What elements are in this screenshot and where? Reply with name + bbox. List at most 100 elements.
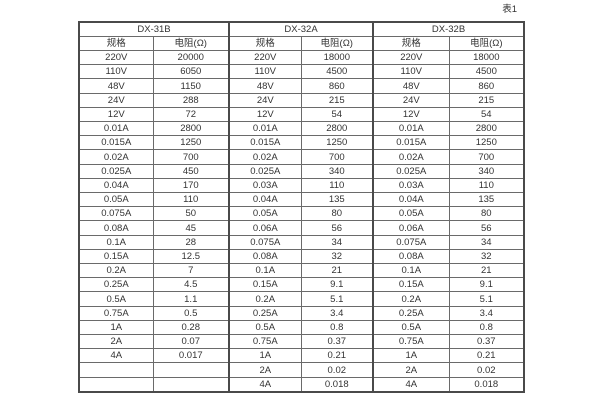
resistance-cell: 9.1 (300, 277, 374, 293)
spec-cell: 0.04A (372, 192, 450, 208)
resistance-cell: 0.37 (448, 334, 525, 350)
table-body: 220V 20000 220V 18000 220V 18000 110V 6050 110V 4… (78, 49, 525, 393)
spec-cell: 0.5A (372, 319, 450, 336)
resistance-cell: 700 (152, 149, 230, 165)
spec-cell: 0.075A (78, 206, 154, 222)
table-row: 110V 6050 110V 4500 110V 4500 (78, 64, 525, 80)
spec-cell: 0.2A (228, 291, 302, 307)
spec-cell: 0.08A (372, 248, 450, 265)
table-row: 4A 0.017 1A 0.21 1A 0.21 (78, 348, 525, 364)
spec-cell: 0.2A (78, 263, 154, 279)
spec-cell: 48V (78, 78, 154, 94)
spec-cell: 110V (372, 64, 450, 80)
table-row: 1A 0.28 0.5A 0.8 0.5A 0.8 (78, 319, 525, 336)
spec-cell: 0.025A (372, 163, 450, 179)
resistance-cell: 0.5 (152, 305, 230, 321)
resistance-cell: 34 (300, 234, 374, 250)
spec-cell: 0.08A (78, 220, 154, 236)
spec-cell: 0.75A (372, 334, 450, 350)
table-row: 2A 0.02 2A 0.02 (78, 362, 525, 378)
spec-cell: 0.03A (228, 177, 302, 194)
resistance-table: DX-31B DX-32A DX-32B 规格 电阻(Ω) 规格 电阻(Ω) 规… (78, 21, 526, 393)
spec-cell: 12V (228, 106, 302, 123)
spec-cell: 0.75A (228, 334, 302, 350)
spec-cell: 110V (228, 64, 302, 80)
group-header-dx32b: DX-32B (372, 21, 525, 37)
spec-cell: 12V (78, 106, 154, 123)
table-row: 4A 0.018 4A 0.018 (78, 376, 525, 393)
table-row: 0.075A 50 0.05A 80 0.05A 80 (78, 206, 525, 222)
resistance-cell: 110 (448, 177, 525, 194)
resistance-cell: 0.8 (448, 319, 525, 336)
table-row: 0.08A 45 0.06A 56 0.06A 56 (78, 220, 525, 236)
resistance-cell: 215 (300, 92, 374, 108)
table-row: 0.5A 1.1 0.2A 5.1 0.2A 5.1 (78, 291, 525, 307)
spec-cell: 0.02A (78, 149, 154, 165)
resistance-header: 电阻(Ω) (448, 36, 525, 51)
resistance-cell: 700 (300, 149, 374, 165)
resistance-cell: 0.02 (300, 362, 374, 378)
spec-cell: 0.01A (372, 121, 450, 137)
spec-cell: 0.1A (228, 263, 302, 279)
spec-header: 规格 (372, 36, 450, 51)
spec-cell: 24V (228, 92, 302, 108)
table-row: 0.02A 700 0.02A 700 0.02A 700 (78, 149, 525, 165)
spec-cell: 24V (372, 92, 450, 108)
resistance-cell (152, 376, 230, 393)
table-row: 48V 1150 48V 860 48V 860 (78, 78, 525, 94)
spec-cell: 0.05A (372, 206, 450, 222)
table-row: 0.05A 110 0.04A 135 0.04A 135 (78, 192, 525, 208)
resistance-cell: 3.4 (300, 305, 374, 321)
table-row: 220V 20000 220V 18000 220V 18000 (78, 49, 525, 66)
resistance-cell: 32 (448, 248, 525, 265)
spec-cell: 0.01A (78, 121, 154, 137)
spec-cell: 0.05A (228, 206, 302, 222)
resistance-cell: 170 (152, 177, 230, 194)
spec-cell: 0.075A (228, 234, 302, 250)
resistance-cell: 0.21 (300, 348, 374, 364)
spec-cell: 48V (372, 78, 450, 94)
resistance-cell: 56 (448, 220, 525, 236)
resistance-cell: 80 (448, 206, 525, 222)
resistance-cell: 700 (448, 149, 525, 165)
resistance-cell: 2800 (152, 121, 230, 137)
group-header-row: DX-31B DX-32A DX-32B (78, 21, 525, 37)
spec-cell: 48V (228, 78, 302, 94)
resistance-cell: 860 (448, 78, 525, 94)
spec-cell: 24V (78, 92, 154, 108)
resistance-cell: 6050 (152, 64, 230, 80)
spec-cell: 220V (228, 49, 302, 66)
table-row: 12V 72 12V 54 12V 54 (78, 106, 525, 123)
resistance-cell: 12.5 (152, 248, 230, 265)
resistance-cell: 50 (152, 206, 230, 222)
spec-cell: 0.15A (228, 277, 302, 293)
spec-cell: 0.015A (78, 135, 154, 151)
resistance-cell: 5.1 (300, 291, 374, 307)
spec-cell: 4A (78, 348, 154, 364)
spec-cell: 12V (372, 106, 450, 123)
spec-cell: 0.03A (372, 177, 450, 194)
resistance-cell: 18000 (448, 49, 525, 66)
resistance-cell: 110 (300, 177, 374, 194)
resistance-cell: 1250 (448, 135, 525, 151)
resistance-header: 电阻(Ω) (152, 36, 230, 51)
resistance-cell: 4500 (448, 64, 525, 80)
resistance-cell: 4500 (300, 64, 374, 80)
spec-cell: 0.075A (372, 234, 450, 250)
spec-cell: 0.15A (78, 248, 154, 265)
resistance-cell: 135 (300, 192, 374, 208)
resistance-cell: 28 (152, 234, 230, 250)
resistance-cell: 56 (300, 220, 374, 236)
spec-cell: 0.1A (372, 263, 450, 279)
spec-cell: 0.01A (228, 121, 302, 137)
spec-cell: 0.08A (228, 248, 302, 265)
spec-cell: 1A (78, 319, 154, 336)
resistance-cell: 0.017 (152, 348, 230, 364)
spec-cell: 0.02A (228, 149, 302, 165)
resistance-header: 电阻(Ω) (300, 36, 374, 51)
spec-cell: 4A (228, 376, 302, 393)
spec-cell: 0.5A (78, 291, 154, 307)
spec-cell: 0.25A (228, 305, 302, 321)
table-caption: 表1 (502, 4, 517, 15)
resistance-cell: 0.37 (300, 334, 374, 350)
